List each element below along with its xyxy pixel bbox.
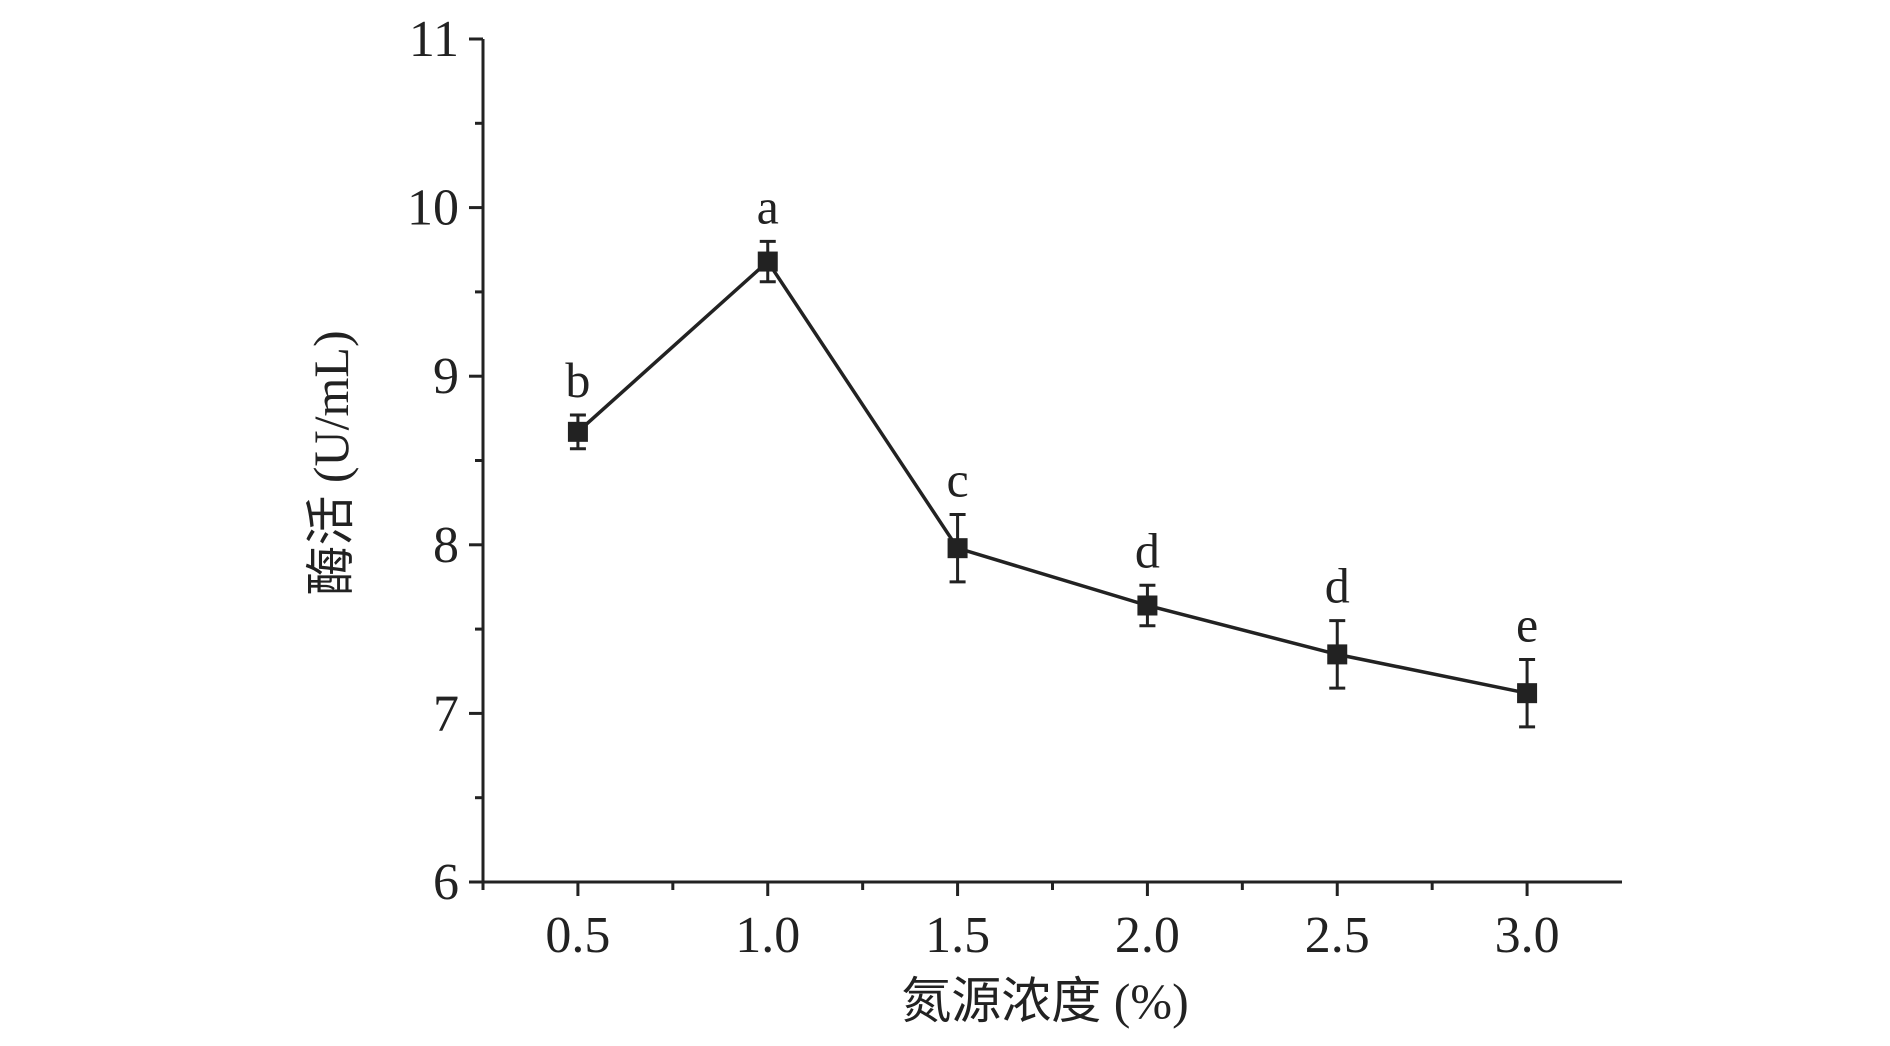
x-tick-label: 1.5	[925, 907, 990, 964]
plot-area: b a c d d e	[565, 178, 1538, 729]
series-line	[576, 258, 1528, 695]
significance-label: a	[757, 178, 779, 234]
x-tick-label: 1.0	[735, 907, 800, 964]
x-axis-label: 氮源浓度 (%)	[901, 973, 1188, 1029]
x-tick-label: 0.5	[545, 907, 610, 964]
y-tick-label: 10	[407, 180, 459, 237]
y-tick-label: 11	[409, 11, 459, 68]
data-point-marker	[757, 251, 778, 272]
significance-label: c	[946, 451, 968, 507]
data-point-marker	[567, 421, 588, 442]
data-point-marker	[1137, 595, 1158, 616]
y-tick-label: 7	[433, 685, 459, 742]
x-tick-label: 3.0	[1495, 907, 1560, 964]
data-point-marker	[947, 538, 968, 559]
y-tick-label: 9	[433, 348, 459, 405]
significance-label: d	[1135, 522, 1160, 578]
axes: 6 7 8 9 10 11 0.5 1.0 1.5 2.0 2.5 3.0	[407, 11, 1622, 964]
data-point-marker	[1327, 644, 1348, 665]
y-tick-label: 6	[433, 854, 459, 911]
y-tick-label: 8	[433, 517, 459, 574]
significance-label: d	[1325, 558, 1350, 614]
significance-label: b	[565, 352, 590, 408]
x-tick-label: 2.5	[1305, 907, 1370, 964]
y-axis-label: 酶活 (U/mL)	[303, 330, 359, 595]
data-point-marker	[1517, 683, 1538, 704]
x-tick-label: 2.0	[1115, 907, 1180, 964]
significance-label: e	[1516, 596, 1538, 652]
